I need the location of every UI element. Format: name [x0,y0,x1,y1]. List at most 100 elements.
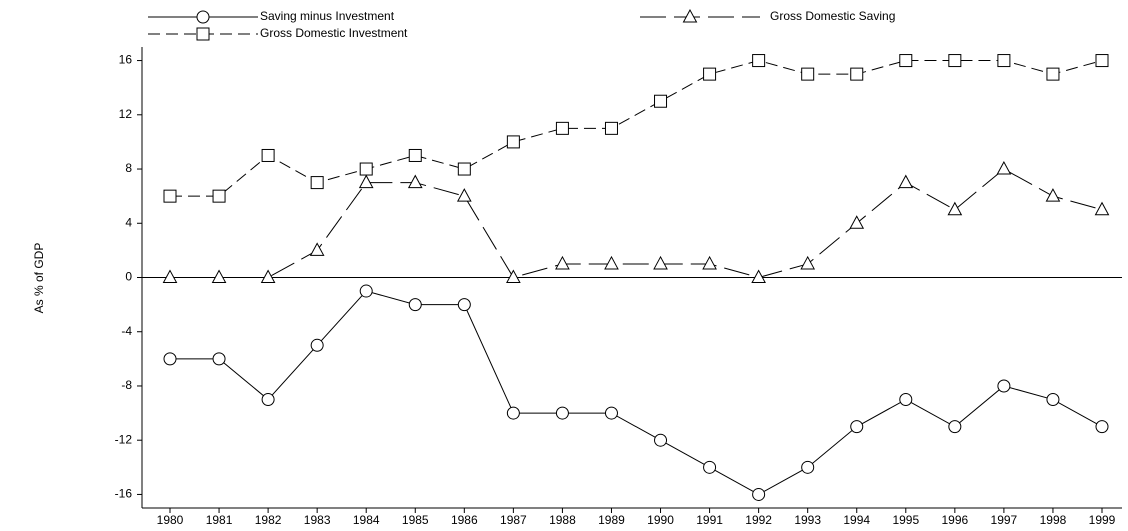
marker [801,460,815,474]
legend-label: Gross Domestic Saving [770,9,895,23]
marker [408,298,422,312]
marker [162,269,178,283]
x-tick-label: 1987 [500,513,527,527]
y-tick-label: 8 [125,161,132,175]
marker [163,352,177,366]
legend-label: Gross Domestic Investment [260,26,408,40]
x-tick-label: 1986 [451,513,478,527]
marker [654,94,668,108]
y-tick-label: 4 [125,215,132,229]
marker [1045,188,1061,202]
marker [947,201,963,216]
y-tick-label: -12 [115,432,133,446]
x-tick-label: 1980 [157,513,184,527]
marker [702,255,717,270]
marker [948,420,962,434]
series-line [170,290,1103,496]
y-tick-label: -4 [121,324,132,338]
marker [604,255,619,270]
marker [898,174,914,189]
marker [997,379,1011,393]
marker [899,393,913,407]
marker [456,188,472,202]
marker [309,242,325,256]
x-tick-label: 1983 [304,513,331,527]
marker [1095,54,1109,68]
marker [261,148,275,162]
marker [310,176,324,190]
marker [948,54,962,68]
marker [358,174,374,189]
marker [653,255,668,270]
marker [555,121,569,135]
marker [1046,67,1060,81]
marker [359,162,373,176]
marker [752,54,766,68]
y-tick-label: 12 [119,107,133,121]
marker [310,338,324,352]
x-tick-label: 1996 [941,513,968,527]
marker [703,460,717,474]
x-tick-label: 1988 [549,513,576,527]
marker [850,67,864,81]
marker [555,255,570,270]
marker [849,215,865,229]
marker [801,67,815,81]
marker [457,298,471,312]
marker [407,174,423,189]
marker [751,269,766,283]
y-tick-label: -8 [121,378,132,392]
marker [506,269,521,283]
marker [703,67,717,81]
x-tick-label: 1995 [892,513,919,527]
marker [1046,393,1060,407]
x-tick-label: 1997 [991,513,1018,527]
marker [457,162,471,176]
marker [997,54,1011,68]
x-tick-label: 1990 [647,513,674,527]
marker [555,406,569,420]
x-tick-label: 1993 [794,513,821,527]
y-tick-label: 16 [119,53,133,67]
marker [752,487,766,501]
marker [1094,201,1110,216]
x-tick-label: 1981 [206,513,233,527]
x-tick-label: 1991 [696,513,723,527]
marker [604,121,618,135]
x-tick-label: 1982 [255,513,282,527]
x-tick-label: 1999 [1089,513,1116,527]
series-line [170,168,1103,279]
x-tick-label: 1994 [843,513,870,527]
y-axis-label: As % of GDP [32,243,46,314]
marker [899,54,913,68]
marker [800,255,816,270]
y-tick-label: 0 [125,270,132,284]
legend-marker [196,10,210,24]
series-line [170,60,1103,197]
x-tick-label: 1992 [745,513,772,527]
legend-marker [682,8,698,23]
marker [260,269,276,283]
marker [261,393,275,407]
marker [604,406,618,420]
marker [506,406,520,420]
legend-label: Saving minus Investment [260,9,395,23]
marker [1095,420,1109,434]
x-tick-label: 1998 [1040,513,1067,527]
marker [211,269,227,283]
marker [996,160,1012,175]
x-tick-label: 1989 [598,513,625,527]
marker [212,189,226,203]
marker [408,148,422,162]
legend-marker [196,27,210,41]
y-tick-label: -16 [115,487,133,501]
x-tick-label: 1984 [353,513,380,527]
marker [850,420,864,434]
marker [359,284,373,298]
marker [654,433,668,447]
x-tick-label: 1985 [402,513,429,527]
marker [506,135,520,149]
marker [212,352,226,366]
marker [163,189,177,203]
